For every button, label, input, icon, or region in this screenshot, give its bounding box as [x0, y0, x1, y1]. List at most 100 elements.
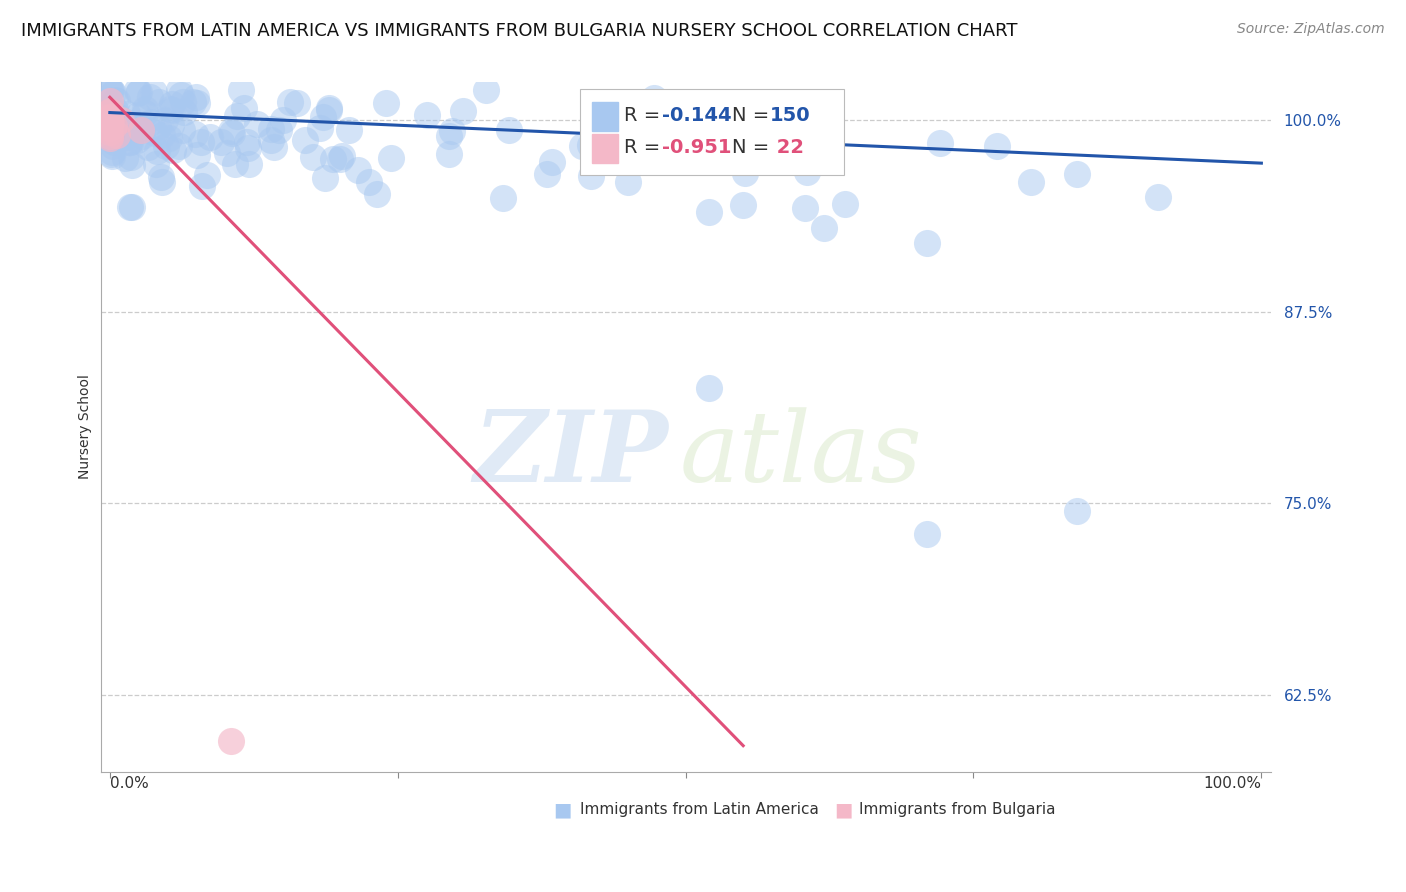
Point	[217, 146, 239, 161]
Point	[366, 186, 388, 201]
Point	[98, 82, 121, 96]
Point	[98, 111, 121, 125]
Point	[170, 87, 193, 102]
Point	[172, 95, 194, 109]
Point	[186, 147, 208, 161]
Point	[100, 146, 122, 161]
Point	[153, 113, 176, 128]
Point	[191, 178, 214, 193]
Point	[100, 82, 122, 96]
Point	[148, 120, 170, 134]
Point	[122, 124, 145, 138]
Point	[160, 119, 183, 133]
Point	[103, 114, 125, 128]
Point	[246, 117, 269, 131]
Point	[125, 133, 148, 147]
Point	[263, 140, 285, 154]
Point	[475, 82, 498, 96]
Point	[172, 123, 194, 137]
Point	[98, 103, 121, 118]
Point	[318, 101, 340, 115]
Point	[98, 111, 121, 125]
Point	[619, 132, 641, 146]
Point	[374, 96, 396, 111]
Text: Immigrants from Bulgaria: Immigrants from Bulgaria	[859, 802, 1056, 817]
Point	[226, 109, 249, 123]
Point	[103, 120, 125, 134]
Point	[115, 114, 138, 128]
Point	[794, 202, 817, 216]
Point	[101, 86, 124, 100]
Point	[330, 148, 353, 162]
Point	[134, 102, 156, 116]
Point	[571, 138, 593, 153]
Text: -0.144: -0.144	[662, 106, 733, 125]
Point	[104, 103, 127, 117]
Point	[98, 105, 121, 120]
Point	[416, 108, 439, 122]
Point	[834, 197, 856, 211]
Point	[617, 175, 640, 189]
Text: R =: R =	[624, 138, 666, 157]
Point	[337, 122, 360, 136]
Point	[498, 123, 520, 137]
Point	[98, 114, 121, 128]
Point	[219, 123, 242, 137]
Point	[668, 146, 690, 161]
Text: N =: N =	[733, 106, 776, 125]
Point	[105, 128, 128, 143]
Point	[302, 150, 325, 164]
Point	[186, 96, 208, 111]
Point	[105, 109, 128, 123]
Point	[136, 139, 159, 153]
Point	[278, 95, 301, 109]
Point	[308, 121, 330, 136]
Text: R =: R =	[624, 106, 666, 125]
Point	[103, 108, 125, 122]
Point	[121, 200, 143, 214]
Point	[98, 116, 121, 130]
Point	[98, 114, 121, 128]
FancyBboxPatch shape	[592, 135, 617, 163]
Point	[149, 169, 172, 184]
Point	[441, 124, 464, 138]
Point	[115, 107, 138, 121]
Point	[200, 130, 222, 145]
Point	[260, 133, 283, 147]
Point	[437, 129, 460, 144]
Point	[125, 82, 148, 96]
Point	[579, 138, 602, 153]
Point	[167, 82, 190, 96]
Point	[101, 107, 124, 121]
Point	[312, 110, 335, 124]
Point	[162, 143, 184, 157]
Point	[118, 135, 141, 149]
Point	[100, 115, 122, 129]
Text: ■: ■	[834, 800, 852, 819]
Point	[314, 170, 336, 185]
Point	[380, 151, 402, 165]
Point	[271, 113, 294, 128]
Point	[322, 152, 344, 166]
Point	[160, 97, 183, 112]
Point	[98, 112, 121, 127]
Point	[219, 734, 242, 748]
Point	[150, 128, 173, 143]
Point	[103, 136, 125, 150]
Point	[134, 105, 156, 120]
Y-axis label: Nursery School: Nursery School	[79, 375, 93, 479]
Point	[917, 235, 939, 250]
Point	[138, 89, 160, 103]
Point	[115, 129, 138, 144]
Point	[100, 126, 122, 140]
Text: 22: 22	[770, 138, 804, 157]
Text: 100.0%: 100.0%	[1204, 776, 1261, 791]
Point	[619, 150, 641, 164]
Point	[734, 166, 756, 180]
Point	[167, 139, 190, 153]
Point	[232, 101, 254, 115]
Point	[815, 128, 838, 143]
Point	[294, 133, 316, 147]
Point	[184, 127, 207, 141]
Point	[439, 147, 461, 161]
